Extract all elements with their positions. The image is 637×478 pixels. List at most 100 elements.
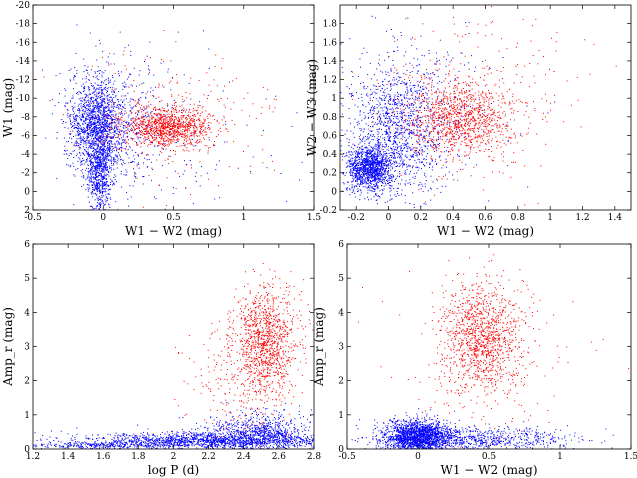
data-point (102, 99, 104, 101)
data-point (96, 116, 98, 118)
data-point (74, 124, 76, 126)
data-point (82, 115, 84, 117)
data-point (95, 134, 97, 136)
data-point (375, 175, 377, 177)
data-point (98, 109, 100, 111)
data-point (174, 101, 176, 103)
data-point (138, 74, 140, 76)
data-point (89, 127, 91, 129)
data-point (108, 136, 110, 138)
data-point (95, 129, 97, 131)
data-point (162, 128, 164, 130)
data-point (112, 151, 113, 153)
data-point (112, 119, 114, 120)
data-point (178, 135, 180, 137)
y-tick-label: -18 (16, 20, 31, 30)
data-point (116, 154, 118, 156)
data-point (96, 183, 98, 185)
data-point (119, 132, 121, 134)
data-point (94, 117, 96, 119)
data-point (97, 182, 99, 184)
data-point (376, 158, 378, 159)
data-point (189, 126, 191, 128)
data-point (363, 162, 365, 164)
data-point (89, 79, 91, 81)
data-point (132, 99, 134, 101)
data-point (133, 138, 135, 140)
data-point (103, 188, 105, 190)
data-point (171, 125, 173, 127)
data-point (360, 155, 362, 157)
data-point (118, 108, 120, 110)
data-point (100, 110, 102, 112)
data-point (89, 106, 91, 108)
data-point (110, 116, 112, 118)
data-point (164, 122, 166, 124)
data-point (86, 124, 88, 126)
data-point (128, 44, 129, 46)
data-point (352, 158, 354, 160)
data-point (367, 153, 369, 154)
data-point (121, 109, 123, 111)
data-point (147, 145, 149, 147)
data-point (95, 172, 97, 174)
data-point (171, 136, 172, 138)
data-point (106, 90, 108, 92)
data-point (173, 133, 175, 135)
data-point (168, 134, 170, 136)
data-point (89, 181, 91, 183)
data-point (119, 75, 120, 77)
data-point (179, 106, 181, 107)
data-point (111, 118, 113, 120)
data-point (113, 109, 115, 111)
data-point (380, 168, 382, 170)
data-point (104, 151, 106, 153)
data-point (85, 142, 87, 144)
data-point (168, 116, 170, 118)
data-point (95, 159, 97, 160)
data-point (69, 79, 71, 81)
data-point (104, 191, 106, 193)
data-point (160, 130, 162, 132)
data-point (81, 169, 83, 171)
data-point (199, 149, 201, 151)
data-point (356, 165, 358, 167)
data-point (163, 118, 165, 120)
data-point (366, 156, 368, 158)
data-point (87, 136, 89, 138)
data-point (81, 163, 83, 165)
data-point (142, 141, 144, 143)
data-point (82, 131, 84, 133)
x-axis-label: W1 − W2 (mag) (125, 224, 222, 238)
data-point (353, 168, 355, 170)
data-point (167, 68, 169, 70)
data-point (92, 131, 94, 133)
data-point (101, 133, 102, 135)
data-point (97, 132, 99, 134)
data-point (371, 151, 373, 153)
data-point (164, 159, 166, 161)
data-point (87, 147, 89, 149)
data-point (88, 123, 90, 125)
data-point (170, 60, 172, 62)
data-point (352, 175, 354, 177)
data-point (364, 171, 366, 173)
data-point (123, 95, 125, 97)
data-point (109, 99, 111, 101)
data-point (358, 169, 359, 171)
data-point (106, 125, 108, 127)
data-point (196, 128, 198, 130)
data-point (171, 126, 173, 127)
data-point (149, 57, 151, 59)
data-point (138, 110, 140, 111)
data-point (100, 156, 102, 158)
data-point (191, 167, 192, 169)
data-point (169, 155, 171, 157)
data-point (75, 119, 77, 121)
data-point (351, 162, 353, 164)
data-point (111, 111, 113, 113)
data-point (91, 92, 93, 94)
data-point (99, 70, 101, 71)
data-point (99, 146, 101, 147)
data-point (81, 116, 83, 118)
